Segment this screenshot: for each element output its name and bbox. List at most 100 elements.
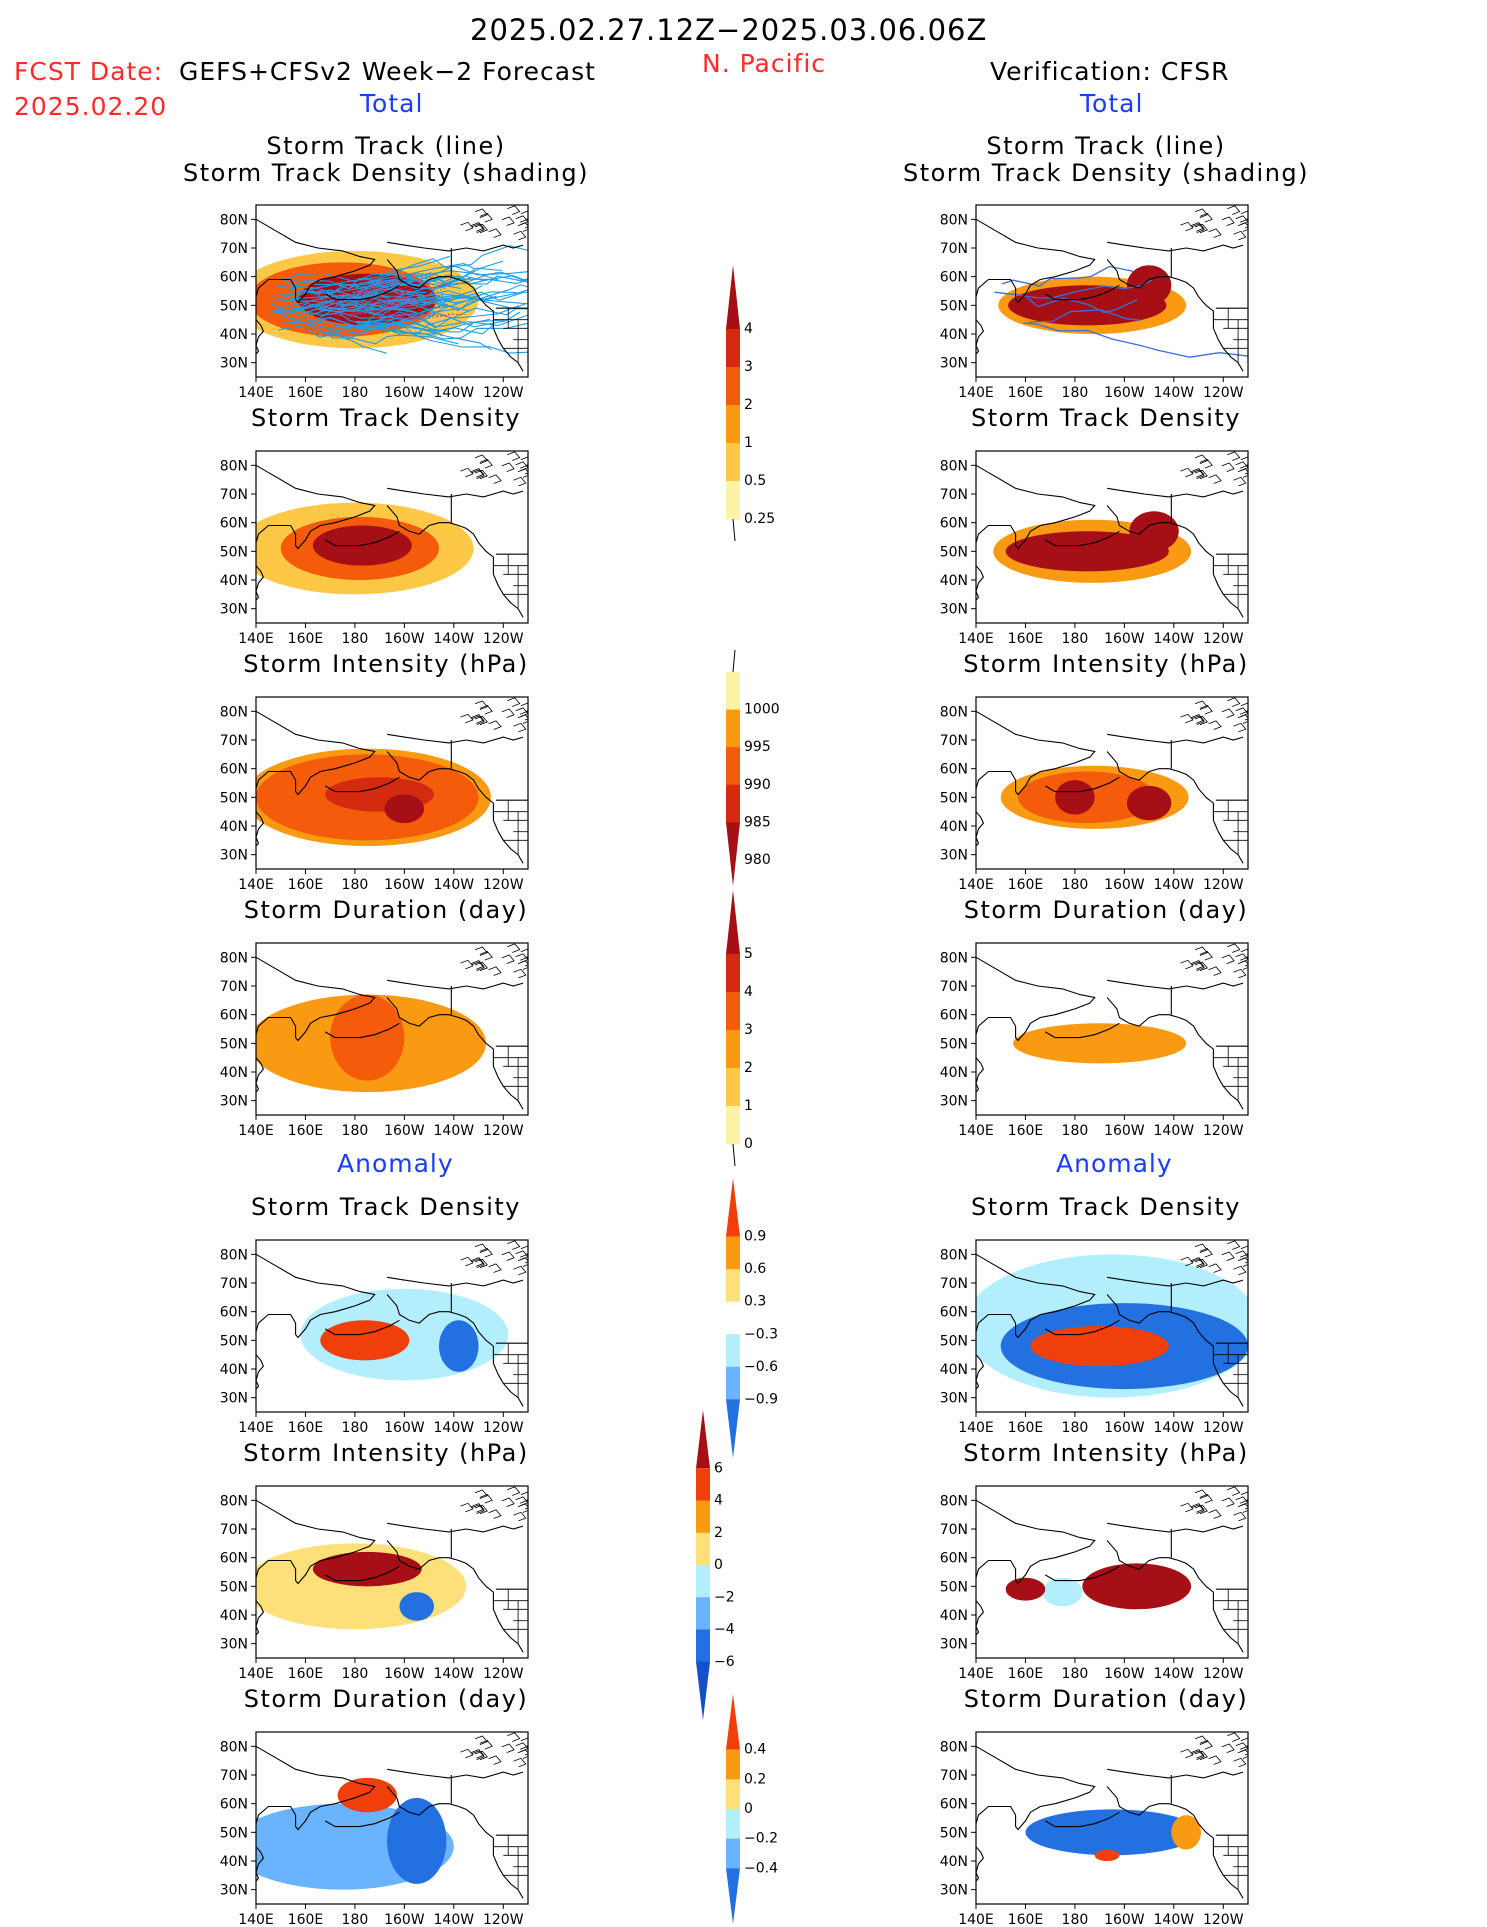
y-tick-label: 40N <box>940 819 968 835</box>
colorbar-label: −0.6 <box>744 1359 778 1375</box>
map-frame <box>975 942 1249 1116</box>
storm-track-line <box>365 275 528 297</box>
colorbar-label: 985 <box>744 814 771 830</box>
forecast-duration-anom-title: Storm Duration (day) <box>243 1685 529 1713</box>
coastline <box>386 1294 524 1407</box>
shading-blob <box>1025 1809 1199 1856</box>
shading-blob <box>1005 1577 1046 1601</box>
y-tick-label: 30N <box>940 1637 968 1653</box>
coastline <box>976 1846 985 1882</box>
forecast-duration-anom-map: 80N 70N 60N 50N 40N 30N 140E 160E 180 160W 140W 120… <box>220 1731 529 1927</box>
x-tick-label: 160W <box>384 1420 425 1436</box>
arctic-island <box>471 468 485 478</box>
arctic-island <box>515 461 528 471</box>
shading-blob <box>1013 1023 1187 1064</box>
arctic-island <box>471 715 485 725</box>
arctic-island <box>471 1503 485 1513</box>
x-tick-label: 160W <box>384 385 425 401</box>
coastline <box>976 956 1096 1042</box>
forecast-density-total-map: 80N 70N 60N 50N 40N 30N 140E 160E 180 160W 140W 120… <box>220 450 529 647</box>
coastline <box>256 710 376 796</box>
colorbar-cap <box>726 265 740 329</box>
colorbar-label: 995 <box>744 739 771 755</box>
arctic-island <box>471 960 485 970</box>
y-tick-label: 70N <box>940 487 968 503</box>
forecast-density-title: Storm Track Density <box>251 404 521 432</box>
storm-track-line <box>313 314 528 335</box>
coastline <box>256 1745 376 1831</box>
map-frame <box>255 1485 529 1659</box>
storm-track-center <box>334 288 403 300</box>
y-tick-label: 60N <box>940 516 968 532</box>
y-tick-label: 80N <box>940 212 968 228</box>
arctic-island <box>488 720 502 730</box>
arctic-island <box>1199 1494 1213 1504</box>
x-tick-label: 140W <box>434 1912 475 1927</box>
arctic-island <box>460 959 474 970</box>
arctic-island <box>519 1253 528 1264</box>
shading-blob <box>1094 1849 1120 1861</box>
storm-track-line <box>315 330 459 345</box>
arctic-island <box>501 1251 515 1261</box>
storm-track-center <box>376 298 443 309</box>
x-tick-label: 140E <box>958 1123 994 1139</box>
arctic-island <box>479 1740 493 1750</box>
arctic-island <box>1180 959 1194 970</box>
y-tick-label: 60N <box>220 516 248 532</box>
arctic-island <box>1191 1750 1205 1760</box>
storm-track-center <box>310 292 363 297</box>
arctic-island <box>515 953 528 963</box>
arctic-island <box>471 1504 485 1514</box>
x-tick-label: 140E <box>958 1420 994 1436</box>
x-tick-label: 140E <box>958 631 994 647</box>
y-tick-label: 60N <box>940 762 968 778</box>
coastline <box>324 1022 400 1039</box>
forecast-duration-title: Storm Duration (day) <box>243 896 529 924</box>
x-tick-label: 120W <box>483 1420 524 1436</box>
coastline <box>1044 530 1120 547</box>
x-tick-label: 160W <box>1104 631 1145 647</box>
map-frame <box>255 204 529 378</box>
arctic-island <box>519 1499 528 1510</box>
colorbar-duration-anom: 0.4 0.2 0 −0.2 −0.4 <box>726 1694 778 1924</box>
verification-density-title: Storm Track Density <box>971 404 1241 432</box>
x-tick-label: 160W <box>1104 385 1145 401</box>
arctic-island <box>1191 1749 1205 1759</box>
y-tick-label: 30N <box>940 1391 968 1407</box>
colorbar-label: 0.6 <box>744 1261 766 1277</box>
arctic-island <box>1233 1511 1247 1522</box>
storm-track-center <box>350 280 400 287</box>
coastline <box>1106 997 1244 1110</box>
y-tick-label: 80N <box>940 1247 968 1263</box>
arctic-island <box>520 210 528 220</box>
y-tick-label: 80N <box>220 1493 248 1509</box>
y-tick-label: 60N <box>940 1008 968 1024</box>
storm-track-line <box>1023 322 1248 358</box>
x-tick-label: 140W <box>1154 877 1195 893</box>
colorbar-cap <box>726 1694 740 1750</box>
arctic-island <box>479 213 493 223</box>
storm-track-center <box>387 286 447 299</box>
storm-track-center <box>404 312 466 317</box>
arctic-island <box>1194 946 1208 956</box>
y-tick-label: 50N <box>940 298 968 314</box>
period-title: 2025.02.27.12Z−2025.03.06.06Z <box>470 13 988 47</box>
arctic-island <box>1235 953 1248 963</box>
x-tick-label: 160E <box>288 1912 324 1927</box>
arctic-island <box>1191 960 1205 970</box>
arctic-island <box>1235 707 1248 717</box>
x-tick-label: 140W <box>1154 631 1195 647</box>
storm-track-line <box>364 265 528 290</box>
x-tick-label: 160W <box>1104 1666 1145 1682</box>
map-frame <box>255 696 529 870</box>
coastline <box>386 259 524 372</box>
map-frame <box>975 1731 1249 1905</box>
y-tick-label: 80N <box>220 704 248 720</box>
colorbar-cap <box>726 890 740 954</box>
arctic-island <box>474 1489 488 1499</box>
arctic-island <box>471 469 485 479</box>
y-tick-label: 60N <box>940 1551 968 1567</box>
coastline <box>1106 1540 1244 1653</box>
shading-blob <box>1126 265 1172 306</box>
arctic-island <box>513 1511 527 1522</box>
